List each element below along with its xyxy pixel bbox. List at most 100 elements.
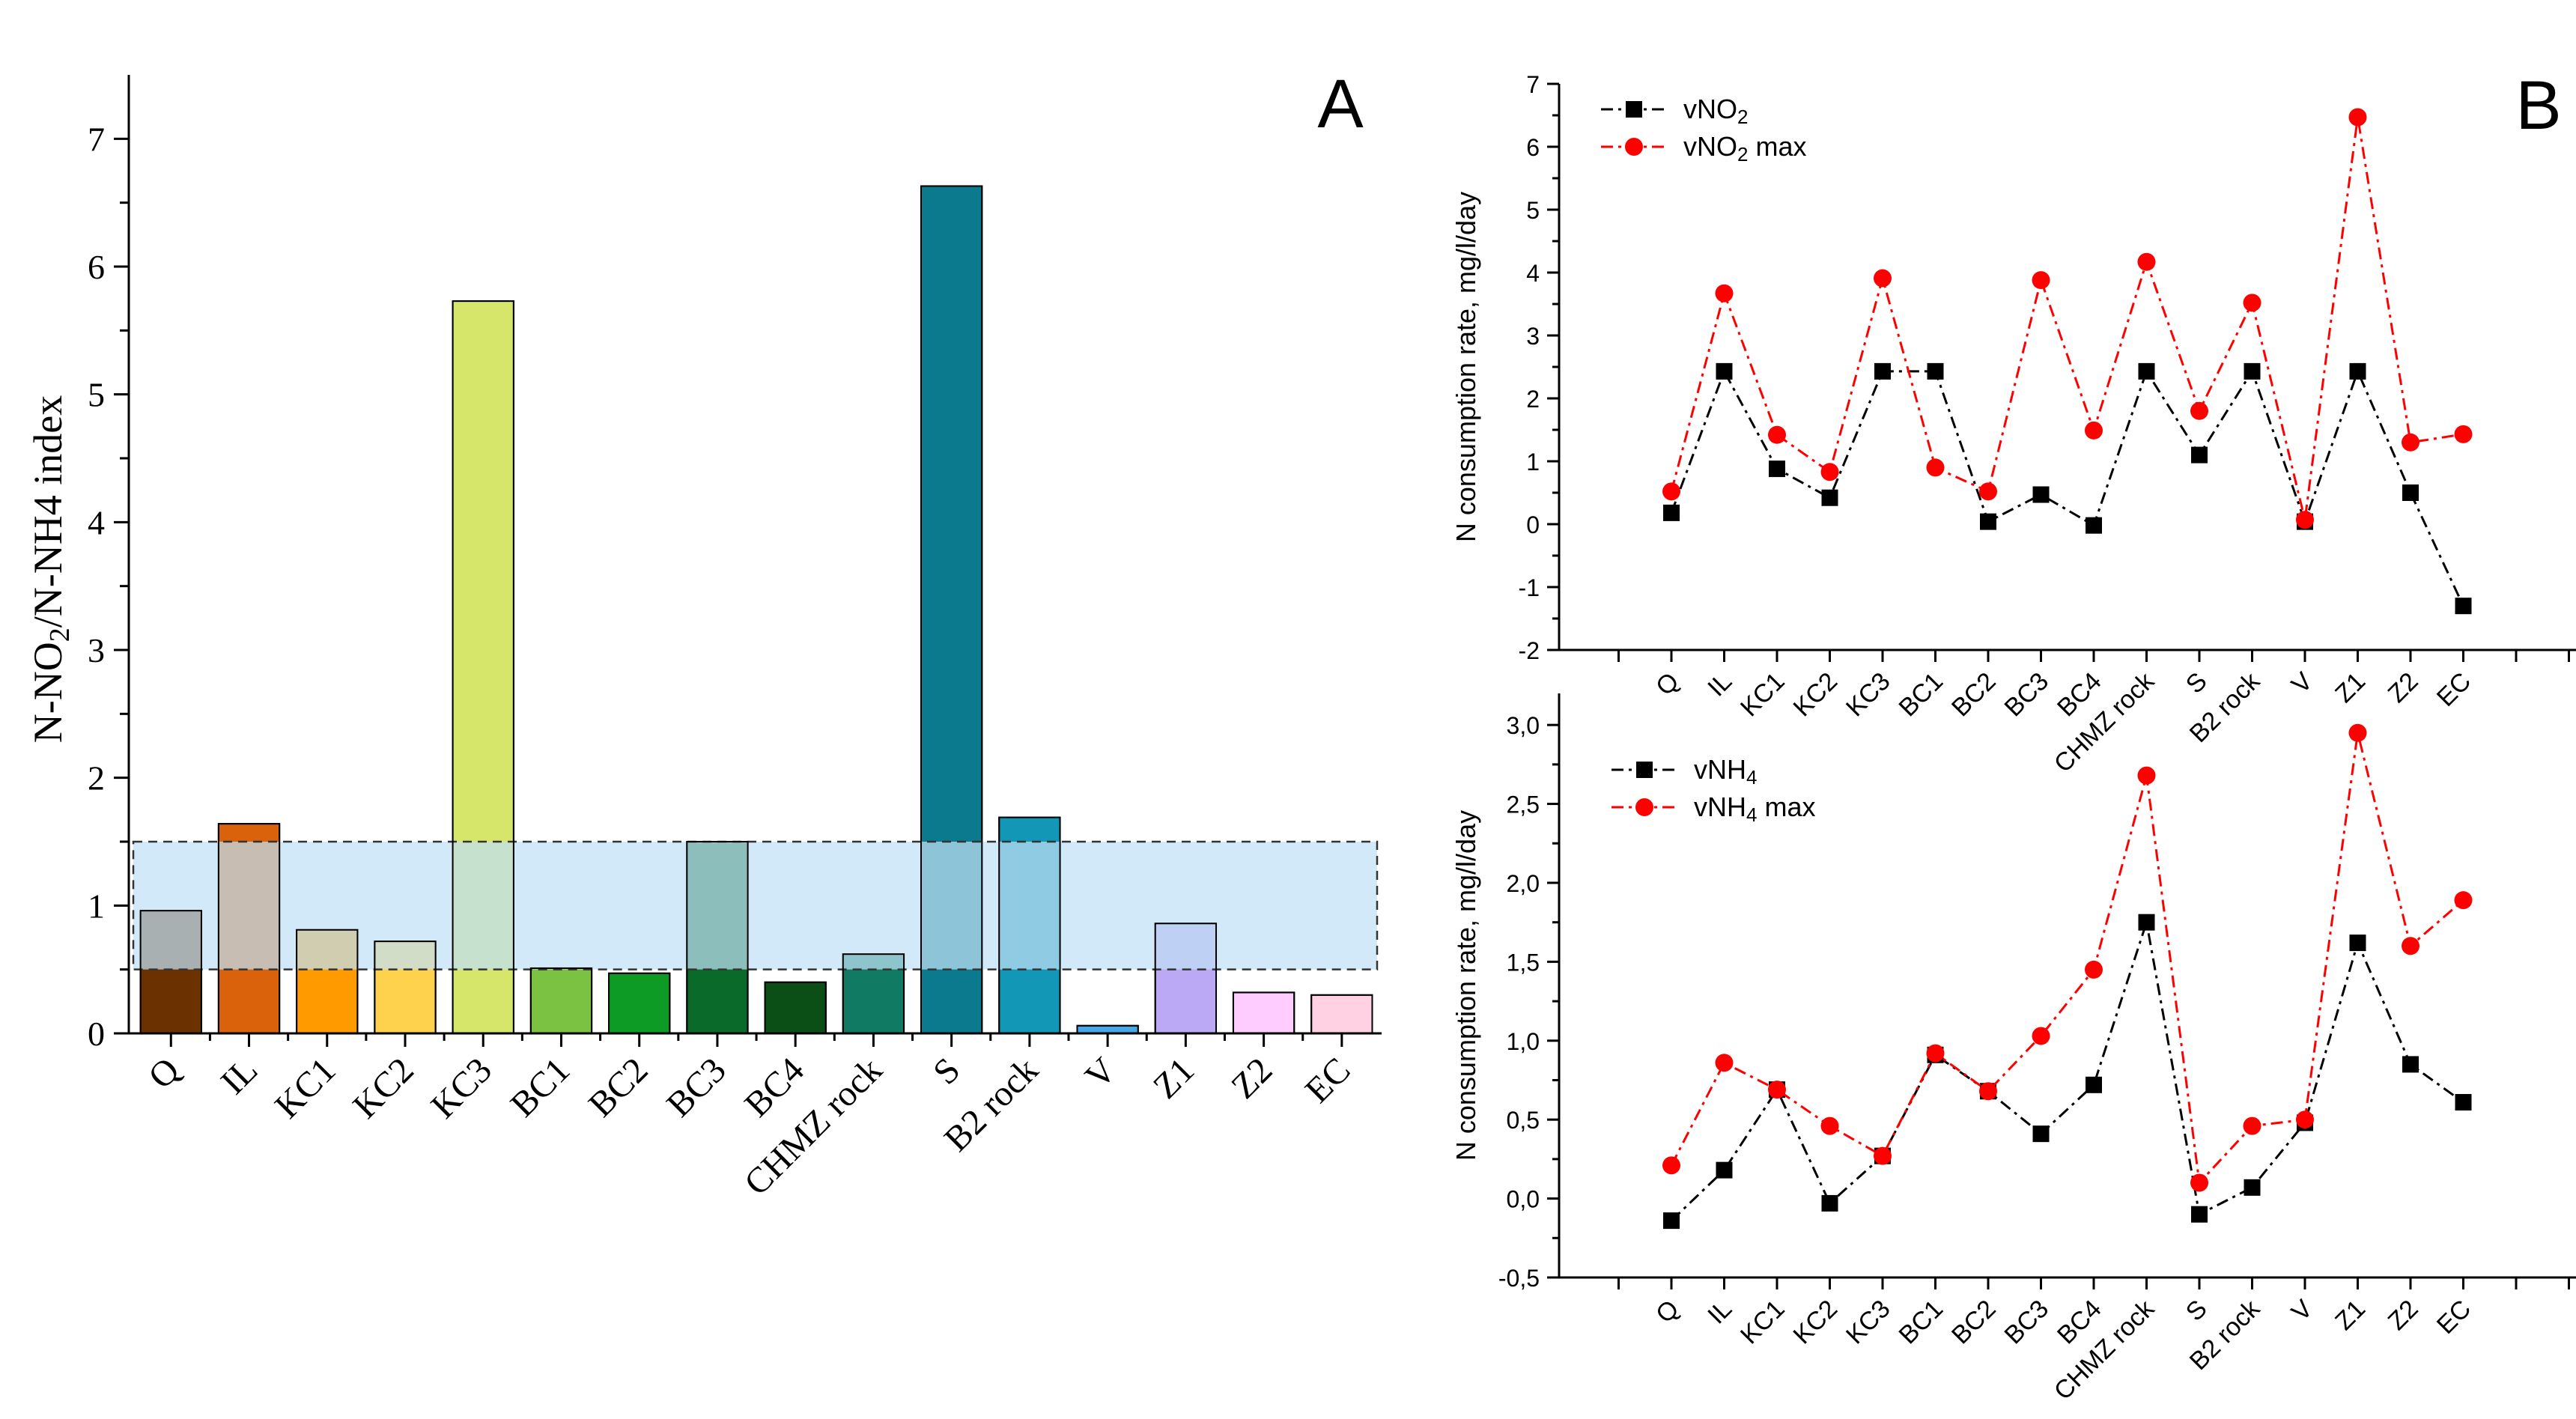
x-tick-label: BC1 <box>1894 667 1949 723</box>
x-tick-label: BC2 <box>1946 1295 2002 1350</box>
data-point <box>2455 1094 2472 1110</box>
text-part: max <box>1748 131 1806 162</box>
x-tick-label: S <box>2181 1295 2213 1327</box>
y-tick-label: 0,5 <box>1507 1107 1540 1134</box>
data-point <box>2348 723 2367 742</box>
data-point <box>2032 271 2050 290</box>
data-point <box>2086 1076 2102 1093</box>
legend-marker <box>1636 762 1653 778</box>
bar-v <box>1076 1024 1139 1035</box>
data-point <box>1980 513 1996 530</box>
x-tick-label: BC1 <box>1894 1295 1949 1350</box>
data-point <box>1663 504 1680 521</box>
data-point <box>1662 482 1680 501</box>
y-tick-label: 0,0 <box>1507 1186 1540 1213</box>
data-point <box>1874 269 1892 288</box>
data-point <box>1768 1081 1786 1099</box>
data-point <box>2191 1206 2208 1223</box>
x-tick-label: V <box>2286 1295 2318 1327</box>
x-tick-label: Z1 <box>1146 1050 1202 1106</box>
data-point <box>2086 517 2102 534</box>
data-point <box>2032 486 2050 503</box>
x-tick-label: BC3 <box>1999 1295 2055 1350</box>
y-tick-label: 2,0 <box>1507 870 1540 897</box>
panel-b-nh4-line-chart: -0,5 0,0 0,5 1,0 1,5 2,0 2,5 3,0 Q ILKC1KC2KC3BC1… <box>1450 693 2576 1406</box>
data-point <box>2402 484 2419 501</box>
x-tick-label: EC <box>2431 1295 2476 1340</box>
text-part: N-NO <box>25 642 70 743</box>
x-tick-label: BC3 <box>659 1050 734 1125</box>
text-part: vNO <box>1683 94 1737 124</box>
data-point <box>1821 1194 1838 1212</box>
x-tick-label: KC2 <box>345 1050 422 1126</box>
x-tick-label: Q <box>141 1050 187 1096</box>
data-point <box>2243 294 2261 312</box>
index-range-band <box>132 840 1379 970</box>
data-point <box>2138 914 2155 931</box>
x-tick-label: KC1 <box>1735 1295 1790 1350</box>
data-point <box>2032 1027 2050 1045</box>
data-point <box>1874 362 1891 380</box>
x-tick-label: BC2 <box>581 1050 656 1125</box>
y-tick-label: -0,5 <box>1498 1265 1540 1292</box>
y-tick-label: 3 <box>1526 323 1540 350</box>
legend-label: vNO2 <box>1683 94 1748 128</box>
subscript: 2 <box>1737 106 1748 128</box>
data-point <box>1874 1146 1892 1165</box>
data-point <box>1926 458 1945 477</box>
subscript: 4 <box>1746 766 1757 788</box>
data-point <box>1662 1156 1680 1175</box>
x-tick-label: IL <box>1702 1295 1737 1330</box>
data-point <box>2402 937 2419 955</box>
data-point <box>1821 489 1838 506</box>
text-part: 4 <box>25 495 70 515</box>
y-tick-label: 4 <box>88 503 105 541</box>
data-point <box>1768 425 1786 444</box>
x-tick-label: EC <box>2431 667 2476 712</box>
data-point <box>2454 425 2473 443</box>
x-tick-label: Z2 <box>2383 667 2424 708</box>
data-point <box>2137 252 2156 271</box>
x-tick-label: BC2 <box>1946 667 2002 723</box>
data-point <box>1926 1044 1945 1063</box>
data-point <box>1820 1116 1839 1135</box>
y-tick-label: 4 <box>1526 260 1540 287</box>
y-tick-label: 3 <box>88 631 105 669</box>
x-tick-label: KC3 <box>423 1050 499 1126</box>
y-axis-label: N consumption rate, mg/l/day <box>1450 192 1481 542</box>
data-point <box>2296 1110 2314 1129</box>
data-point <box>2243 1116 2261 1135</box>
y-tick-label: 1 <box>1526 449 1540 475</box>
y-tick-label: 0 <box>88 1015 105 1053</box>
data-point <box>2348 108 2367 127</box>
text-part: index <box>25 395 70 495</box>
legend-marker <box>1625 138 1643 156</box>
x-tick-label: CHMZ rock <box>2049 666 2160 778</box>
panel-label-b: B <box>2515 67 2561 144</box>
data-point <box>2349 362 2366 380</box>
x-tick-label: IL <box>213 1050 266 1102</box>
data-point <box>2402 433 2419 452</box>
data-point <box>1716 362 1733 380</box>
y-tick-label: 0 <box>1526 511 1540 538</box>
y-tick-label: 5 <box>88 376 105 414</box>
x-tick-label: V <box>2286 667 2318 699</box>
data-point <box>1769 461 1785 478</box>
x-tick-label: Q <box>1650 1295 1685 1329</box>
legend-marker <box>1626 101 1642 118</box>
series-line-vnh4 <box>1670 922 2464 1222</box>
data-point <box>2455 598 2472 615</box>
x-tick-label: KC3 <box>1841 1295 1896 1350</box>
x-tick-label: S <box>926 1050 967 1092</box>
x-tick-label: KC3 <box>1841 667 1896 723</box>
subscript: 2 <box>44 628 76 642</box>
x-tick-label: S <box>2181 667 2213 699</box>
y-tick-label: 7 <box>88 120 105 158</box>
y-tick-label: 5 <box>1526 197 1540 224</box>
y-tick-label: 7 <box>1526 71 1540 98</box>
text-part: vNH <box>1694 791 1746 822</box>
series-line-vnh4-max <box>1670 732 2464 1185</box>
x-tick-label: BC1 <box>503 1050 578 1125</box>
y-axis-label: N consumption rate, mg/l/day <box>1450 810 1481 1161</box>
